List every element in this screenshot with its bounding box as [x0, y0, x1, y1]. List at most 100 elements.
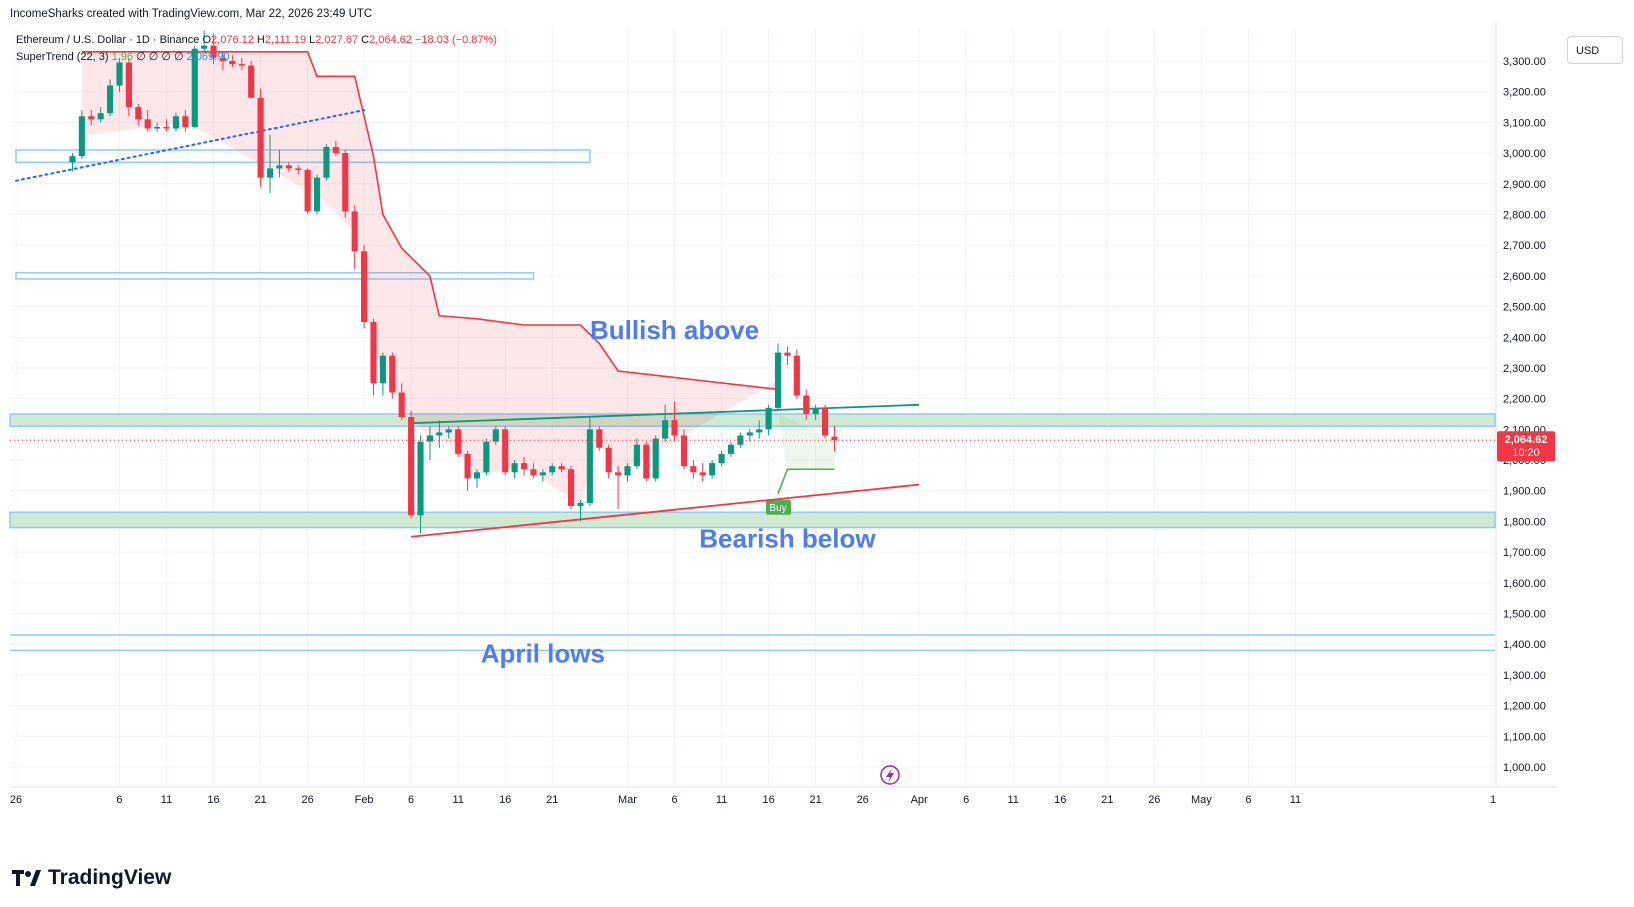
- currency-button[interactable]: USD: [1567, 36, 1623, 64]
- candle[interactable]: [709, 460, 716, 479]
- candle[interactable]: [596, 426, 603, 451]
- candle[interactable]: [219, 51, 227, 71]
- candle[interactable]: [191, 45, 198, 129]
- indicator-title[interactable]: SuperTrend (22, 3): [16, 51, 109, 63]
- time-tick-label: Mar: [618, 794, 637, 806]
- candle[interactable]: [172, 113, 179, 132]
- candle[interactable]: [615, 466, 622, 510]
- candle[interactable]: [643, 441, 650, 482]
- candle[interactable]: [266, 134, 274, 193]
- candle[interactable]: [473, 469, 481, 488]
- symbol-title[interactable]: Ethereum / U.S. Dollar · 1D · Binance: [16, 34, 200, 46]
- candle[interactable]: [285, 162, 292, 172]
- candle[interactable]: [379, 352, 386, 396]
- candle[interactable]: [398, 383, 405, 421]
- tradingview-logo[interactable]: TradingView: [12, 866, 171, 890]
- candle[interactable]: [502, 426, 509, 476]
- candle[interactable]: [633, 438, 640, 470]
- candle[interactable]: [248, 61, 255, 98]
- candle[interactable]: [154, 122, 161, 132]
- candle[interactable]: [831, 425, 838, 452]
- candle[interactable]: [436, 420, 443, 448]
- candle[interactable]: [737, 432, 744, 448]
- candle[interactable]: [577, 499, 584, 522]
- candle[interactable]: [520, 456, 528, 476]
- candle[interactable]: [690, 460, 697, 479]
- candle[interactable]: [539, 469, 546, 482]
- candle[interactable]: [313, 174, 321, 215]
- candle[interactable]: [746, 429, 753, 442]
- candle[interactable]: [210, 33, 217, 65]
- candle[interactable]: [125, 57, 132, 117]
- candle[interactable]: [361, 245, 368, 329]
- price-axis[interactable]: 1,000.00 1,100.00 1,200.00 1,300.00 1,400.00…: [1503, 56, 1546, 774]
- candle[interactable]: [812, 404, 819, 421]
- candle[interactable]: [351, 205, 358, 270]
- candle[interactable]: [774, 343, 782, 411]
- trend-line-solid[interactable]: [411, 483, 920, 538]
- candle[interactable]: [756, 420, 763, 439]
- candle[interactable]: [116, 57, 123, 92]
- candle[interactable]: [558, 463, 565, 473]
- candle[interactable]: [257, 88, 264, 187]
- candle[interactable]: [455, 426, 462, 457]
- candle[interactable]: [483, 438, 490, 476]
- price-tick-label: 1,800.00: [1503, 516, 1546, 528]
- candle[interactable]: [803, 389, 810, 421]
- candle[interactable]: [821, 404, 829, 439]
- candle[interactable]: [78, 110, 85, 160]
- candle[interactable]: [107, 79, 114, 117]
- candle[interactable]: [784, 346, 791, 365]
- candle[interactable]: [342, 150, 349, 218]
- candle[interactable]: [332, 140, 339, 157]
- candle[interactable]: [135, 103, 142, 126]
- candle[interactable]: [238, 57, 245, 71]
- candle[interactable]: [605, 444, 612, 479]
- indicator-legend: SuperTrend (22, 3) 1,96 ∅ ∅ ∅ ∅ 2,069.90: [16, 50, 229, 63]
- candle[interactable]: [182, 110, 189, 132]
- candle[interactable]: [295, 165, 302, 175]
- candle[interactable]: [765, 404, 772, 436]
- lightning-icon[interactable]: [880, 765, 900, 785]
- candle[interactable]: [567, 466, 575, 510]
- candle[interactable]: [530, 463, 537, 479]
- candle[interactable]: [464, 450, 471, 491]
- candle[interactable]: [304, 168, 311, 215]
- candle[interactable]: [727, 441, 735, 457]
- candle-body: [577, 503, 584, 507]
- candle[interactable]: [445, 426, 452, 439]
- candle[interactable]: [69, 153, 76, 172]
- candle-body: [332, 146, 339, 154]
- candle[interactable]: [793, 349, 800, 399]
- candle[interactable]: [586, 417, 593, 507]
- candle[interactable]: [624, 463, 631, 482]
- candlesticks[interactable]: [69, 30, 838, 534]
- candle[interactable]: [163, 119, 170, 132]
- candle[interactable]: [88, 110, 95, 126]
- candle[interactable]: [652, 435, 659, 482]
- candle[interactable]: [229, 54, 236, 68]
- buy-signal[interactable]: Buy: [766, 499, 792, 515]
- candle[interactable]: [671, 401, 678, 442]
- time-axis[interactable]: 26 6 11 16 21 26 Feb 6 11 16 21 Mar 6 11 16 21 26 Apr 6 11 1…: [10, 794, 1496, 806]
- candle[interactable]: [408, 410, 415, 519]
- candle[interactable]: [276, 150, 283, 178]
- candle[interactable]: [718, 450, 725, 467]
- candle[interactable]: [426, 426, 433, 461]
- candle[interactable]: [549, 463, 556, 476]
- candle[interactable]: [201, 30, 208, 52]
- candle[interactable]: [370, 318, 377, 396]
- candle[interactable]: [97, 107, 104, 123]
- candle[interactable]: [662, 404, 669, 442]
- candle[interactable]: [323, 143, 330, 181]
- candle[interactable]: [417, 435, 424, 534]
- trend-line-dotted[interactable]: [15, 109, 366, 182]
- candle[interactable]: [699, 463, 706, 482]
- candle[interactable]: [389, 352, 396, 399]
- candle[interactable]: [492, 426, 499, 445]
- candle[interactable]: [680, 429, 688, 470]
- candle[interactable]: [511, 460, 518, 479]
- last-price-tag-box: [1497, 431, 1555, 462]
- candle[interactable]: [144, 110, 151, 132]
